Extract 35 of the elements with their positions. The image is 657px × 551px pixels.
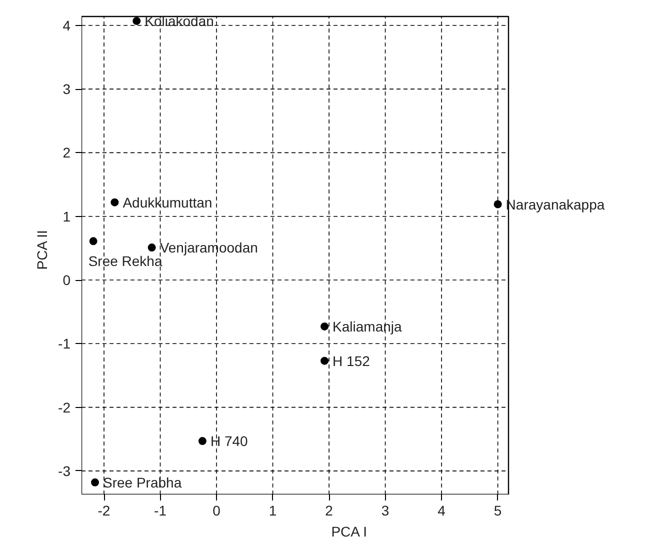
point xyxy=(91,478,99,486)
x-tick-label: 0 xyxy=(212,502,221,518)
y-tick-label: 1 xyxy=(62,208,71,224)
x-tick-label: 2 xyxy=(325,502,334,518)
annotation: Sree Rekha xyxy=(88,253,162,270)
point xyxy=(320,356,329,365)
point xyxy=(110,198,119,206)
point xyxy=(89,237,98,246)
y-tick-label: 4 xyxy=(62,17,71,34)
x-tick-label: -2 xyxy=(98,502,110,518)
annotation: Koliakodan xyxy=(144,12,214,29)
y-axis-title: PCA II xyxy=(34,230,50,270)
point xyxy=(148,244,156,252)
y-tick-label: 0 xyxy=(62,272,71,288)
y-tick-label: -3 xyxy=(58,462,71,479)
x-tick-label: 3 xyxy=(381,502,390,518)
point xyxy=(198,437,206,446)
y-tick-label: 2 xyxy=(62,144,71,161)
y-tick-label: -2 xyxy=(58,399,71,416)
x-tick-label: 1 xyxy=(268,502,277,518)
x-tick-label: 5 xyxy=(494,502,502,518)
y-tick-label: -1 xyxy=(58,336,71,352)
x-axis-title: PCA I xyxy=(331,524,368,540)
annotation: Sree Prabha xyxy=(103,474,182,490)
annotation: H 152 xyxy=(332,352,370,369)
point xyxy=(132,16,141,25)
annotation: H 740 xyxy=(210,433,248,450)
x-tick-label: -1 xyxy=(154,502,167,518)
x-tick-label: 4 xyxy=(438,502,446,518)
annotation: Venjaramoodan xyxy=(160,240,258,256)
annotation: Adukkumuttan xyxy=(122,194,212,210)
y-tick-label: 3 xyxy=(62,81,71,98)
annotation: Kaliamanja xyxy=(332,318,402,334)
point xyxy=(320,322,329,330)
point xyxy=(494,200,502,208)
